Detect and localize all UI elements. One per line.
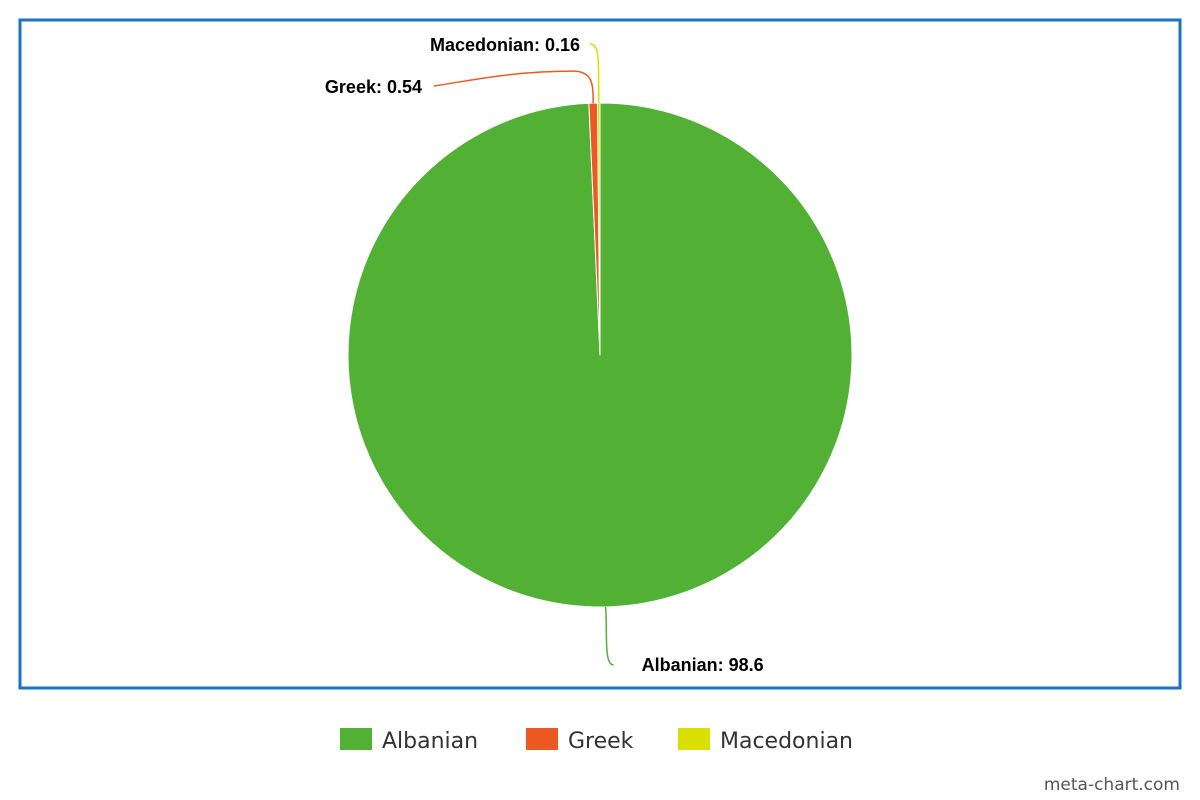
- legend-swatch-albanian[interactable]: [340, 728, 372, 750]
- data-label-macedonian: Macedonian: 0.16: [430, 35, 580, 55]
- credit-text: meta-chart.com: [1044, 775, 1180, 795]
- connector-albanian: [604, 606, 614, 666]
- data-label-greek: Greek: 0.54: [325, 77, 422, 97]
- pie-slice-macedonian[interactable]: [596, 102, 601, 356]
- connector-macedonian: [589, 43, 600, 104]
- data-label-albanian: Albanian: 98.6: [642, 655, 764, 675]
- connector-greek: [433, 70, 594, 104]
- legend-swatch-greek[interactable]: [526, 728, 558, 750]
- legend-label-macedonian[interactable]: Macedonian: [720, 729, 853, 754]
- legend-label-albanian[interactable]: Albanian: [382, 729, 478, 754]
- legend: Albanian Greek Macedonian: [340, 728, 853, 754]
- legend-label-greek[interactable]: Greek: [568, 729, 634, 754]
- legend-swatch-macedonian[interactable]: [678, 728, 710, 750]
